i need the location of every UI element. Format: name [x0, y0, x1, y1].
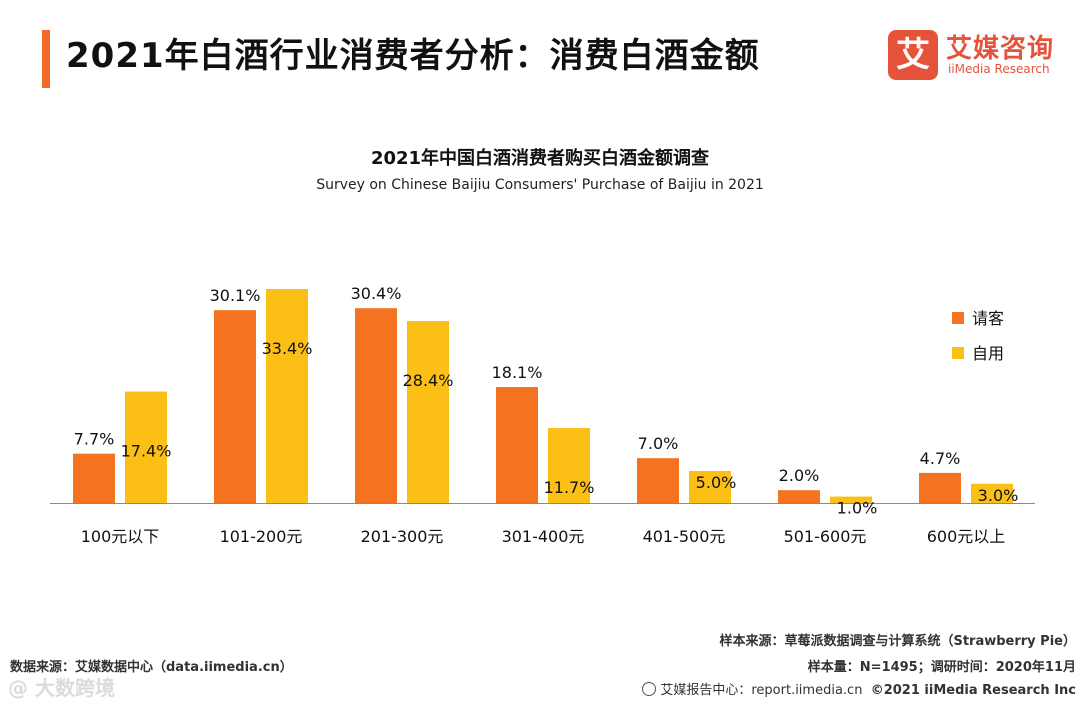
logo-name-cn: 艾媒咨询 — [946, 34, 1055, 64]
legend-label-self: 自用 — [972, 344, 1004, 363]
data-label-guest-5: 2.0% — [779, 466, 820, 485]
bar-guest-6 — [919, 472, 961, 503]
bar-self-1 — [266, 289, 308, 503]
category-label-5: 501-600元 — [784, 527, 867, 546]
logo-name-en: iiMedia Research — [948, 62, 1050, 76]
bar-self-5 — [830, 496, 872, 503]
legend-swatch-guest — [952, 312, 964, 324]
data-label-self-0: 17.4% — [121, 442, 172, 461]
watermark: @ 大数跨境 — [8, 676, 115, 700]
chart-subtitle: Survey on Chinese Baijiu Consumers' Purc… — [316, 177, 764, 193]
globe-icon — [642, 682, 657, 696]
copyright: ©2021 iiMedia Research Inc — [870, 683, 1076, 698]
bar-guest-4 — [637, 458, 679, 503]
logo: 艾 艾媒咨询 iiMedia Research — [888, 30, 1064, 82]
category-label-4: 401-500元 — [643, 527, 726, 546]
data-label-self-2: 28.4% — [403, 371, 454, 390]
data-label-self-1: 33.4% — [262, 339, 313, 358]
bar-guest-5 — [778, 490, 820, 503]
data-label-guest-1: 30.1% — [210, 286, 261, 305]
category-label-2: 201-300元 — [361, 527, 444, 546]
bar-self-0 — [125, 391, 167, 503]
bar-guest-1 — [214, 310, 256, 503]
report-center: 艾媒报告中心：report.iimedia.cn — [660, 683, 863, 698]
sample-size: 样本量：N=1495；调研时间：2020年11月 — [807, 660, 1076, 675]
data-label-guest-0: 7.7% — [74, 430, 115, 449]
sample-source: 样本来源：草莓派数据调查与计算系统（Strawberry Pie） — [719, 634, 1076, 649]
chart-title: 2021年中国白酒消费者购买白酒金额调查 — [370, 148, 710, 169]
data-source: 数据来源：艾媒数据中心（data.iimedia.cn） — [10, 660, 293, 675]
bar-self-3 — [548, 428, 590, 503]
bar-self-2 — [407, 321, 449, 503]
data-label-self-6: 3.0% — [978, 486, 1019, 505]
legend-swatch-self — [952, 347, 964, 359]
category-label-6: 600元以上 — [927, 527, 1006, 546]
bar-guest-0 — [73, 453, 115, 503]
bar-chart: 7.7% 17.4% 100元以下 30.1% 33.4% 101-200元 30.4% 28… — [50, 284, 1035, 546]
bar-guest-2 — [355, 308, 397, 503]
bar-self-4 — [689, 470, 731, 503]
data-label-guest-4: 7.0% — [638, 434, 679, 453]
footer-credits: 艾媒报告中心：report.iimedia.cn ©2021 iiMedia R… — [642, 679, 1076, 698]
logo-mark-icon: 艾 — [888, 30, 938, 80]
legend-label-guest: 请客 — [972, 309, 1004, 328]
data-label-guest-2: 30.4% — [351, 284, 402, 303]
bar-self-6 — [971, 483, 1013, 503]
category-label-0: 100元以下 — [81, 527, 160, 546]
data-label-guest-3: 18.1% — [492, 363, 543, 382]
data-label-self-4: 5.0% — [696, 473, 737, 492]
data-label-self-3: 11.7% — [544, 478, 595, 497]
title-accent-bar — [42, 30, 50, 88]
page-title: 2021年白酒行业消费者分析：消费白酒金额 — [66, 36, 760, 76]
data-label-self-5: 1.0% — [837, 499, 878, 518]
category-label-1: 101-200元 — [220, 527, 303, 546]
category-label-3: 301-400元 — [502, 527, 585, 546]
bar-guest-3 — [496, 387, 538, 503]
data-label-guest-6: 4.7% — [920, 449, 961, 468]
